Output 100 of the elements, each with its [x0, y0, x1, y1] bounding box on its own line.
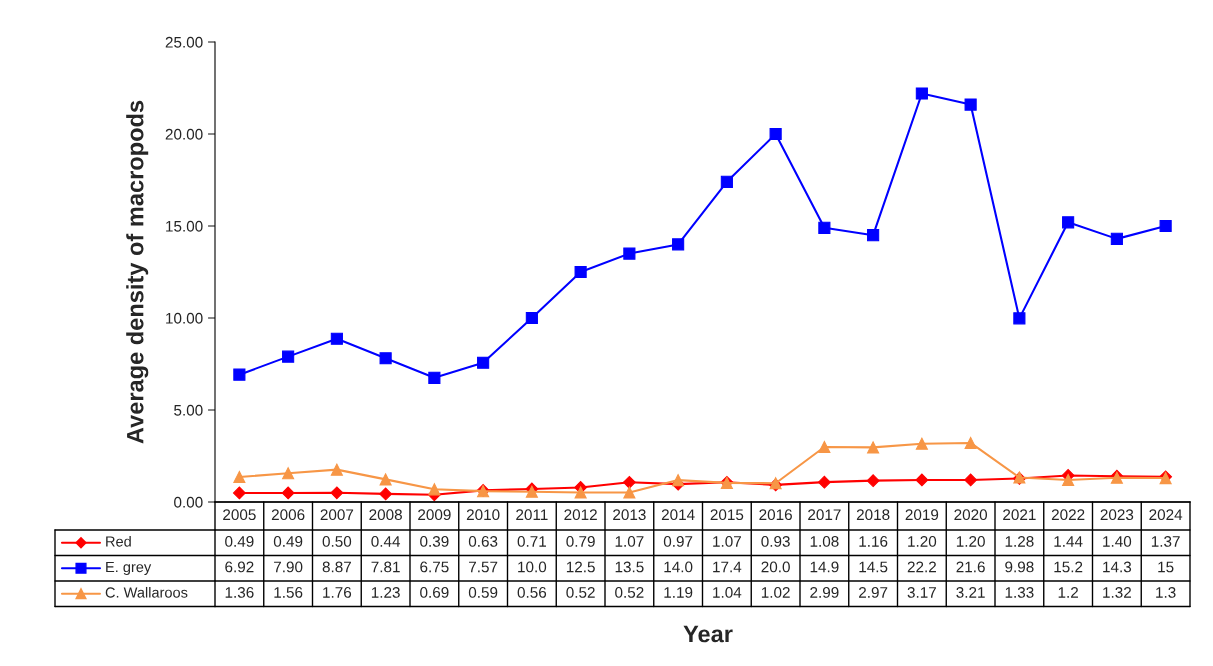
- data-label: 10.0: [518, 561, 547, 573]
- x-tick-label: 2013: [613, 509, 646, 521]
- data-label: 9.98: [1005, 561, 1034, 573]
- y-tick-label: 20.00: [165, 128, 203, 140]
- x-tick-label: 2011: [516, 509, 548, 521]
- y-tick-label: 10.00: [166, 312, 203, 324]
- point: [672, 474, 685, 487]
- point: [964, 473, 978, 487]
- point: [282, 350, 295, 363]
- data-label: 7.90: [274, 561, 303, 573]
- data-label: 1.07: [615, 536, 644, 547]
- point: [720, 175, 733, 188]
- data-label: 1.44: [1054, 536, 1083, 547]
- data-label: 14.5: [859, 561, 888, 573]
- x-tick-label: 2023: [1100, 509, 1134, 521]
- data-label: 6.92: [225, 561, 254, 573]
- data-label: 3.21: [956, 587, 985, 598]
- data-label: 0.52: [566, 587, 595, 598]
- x-tick-label: 2010: [466, 509, 500, 521]
- data-label: 0.44: [371, 536, 401, 547]
- data-label: 1.16: [859, 536, 888, 547]
- data-label: 0.56: [517, 587, 547, 598]
- x-tick-label: 2005: [223, 509, 256, 521]
- data-label: 0.59: [468, 587, 498, 598]
- data-label: 1.3: [1156, 587, 1176, 598]
- x-tick-label: 2008: [369, 509, 402, 521]
- point: [818, 440, 831, 454]
- data-label: 17.4: [713, 561, 742, 573]
- data-label: 0.69: [420, 587, 449, 598]
- legend-label: C. Wallaroos: [105, 586, 188, 598]
- data-label: 12.5: [566, 561, 595, 573]
- data-label: 1.40: [1103, 536, 1132, 547]
- x-tick-label: 2009: [418, 509, 451, 521]
- point: [1110, 232, 1123, 245]
- data-label: 1.20: [956, 536, 985, 547]
- data-label: 1.2: [1058, 587, 1078, 598]
- data-label: 1.76: [323, 587, 352, 598]
- data-label: 8.87: [322, 561, 351, 573]
- data-label: 0.49: [225, 536, 254, 547]
- point: [330, 332, 343, 345]
- data-label: 1.28: [1005, 536, 1034, 547]
- y-tick-label: 5.00: [174, 404, 203, 416]
- point: [623, 247, 636, 260]
- data-label: 14.9: [810, 561, 839, 573]
- point: [330, 463, 343, 476]
- point: [867, 441, 880, 454]
- point: [233, 368, 246, 381]
- y-tick-label: 15.00: [166, 220, 203, 232]
- data-label: 1.04: [713, 587, 742, 598]
- data-label: 1.02: [761, 587, 790, 598]
- y-tick-label: 0.00: [174, 496, 203, 508]
- x-tick-label: 2014: [661, 509, 695, 521]
- point: [379, 473, 392, 486]
- data-label: 0.93: [761, 536, 790, 547]
- point: [818, 221, 831, 234]
- x-tick-label: 2024: [1149, 509, 1183, 521]
- point: [915, 473, 929, 487]
- data-label: 0.50: [322, 536, 352, 547]
- data-label: 0.49: [273, 536, 303, 547]
- data-label: 15.2: [1054, 561, 1083, 573]
- y-tick-label: 25.00: [165, 36, 203, 48]
- data-label: 1.19: [664, 587, 693, 598]
- point: [525, 311, 538, 325]
- point: [622, 475, 636, 489]
- data-label: 2.97: [859, 587, 888, 598]
- x-axis-title: Year: [683, 625, 733, 643]
- x-tick-label: 2019: [905, 509, 939, 521]
- x-tick-label: 2018: [856, 509, 890, 521]
- point: [477, 356, 490, 369]
- data-label: 15: [1158, 561, 1174, 573]
- data-label: 1.23: [371, 587, 400, 598]
- data-label: 6.75: [420, 561, 449, 573]
- point: [282, 467, 295, 480]
- data-label: 13.5: [615, 561, 644, 573]
- point: [1062, 473, 1075, 486]
- data-label: 20.0: [761, 561, 790, 573]
- x-tick-label: 2016: [759, 509, 792, 521]
- x-tick-label: 2020: [954, 509, 988, 521]
- data-label: 14.0: [664, 561, 693, 573]
- point: [964, 98, 977, 111]
- data-label: 14.3: [1103, 561, 1132, 573]
- data-label: 1.20: [908, 536, 937, 547]
- x-tick-label: 2017: [808, 509, 841, 521]
- point: [574, 265, 587, 279]
- y-axis-title: Average density of macropods: [126, 100, 149, 444]
- point: [330, 486, 344, 500]
- point: [232, 486, 246, 500]
- point: [672, 238, 685, 251]
- point: [428, 371, 441, 384]
- data-label: 1.08: [810, 536, 839, 547]
- point: [574, 486, 587, 499]
- data-label: 2.99: [810, 587, 839, 598]
- data-label: 7.81: [371, 561, 400, 573]
- point: [866, 474, 880, 488]
- x-tick-label: 2007: [320, 509, 354, 521]
- legend-label: Red: [106, 535, 131, 547]
- point: [1159, 219, 1172, 233]
- data-label: 0.97: [663, 536, 693, 547]
- data-label: 0.79: [566, 536, 595, 547]
- point: [1013, 312, 1026, 325]
